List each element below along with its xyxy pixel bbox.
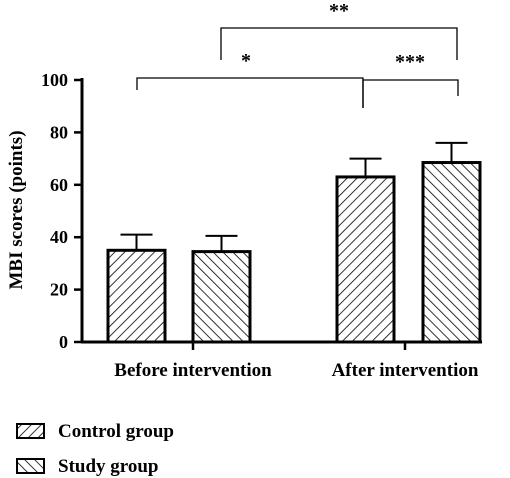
y-axis-title: MBI scores (points) — [6, 130, 27, 289]
legend-item-study: Study group — [16, 456, 159, 477]
bar-control-after — [335, 175, 396, 344]
legend-label-control: Control group — [58, 421, 174, 442]
sig-label-double-star: ** — [329, 0, 349, 22]
bars — [106, 161, 482, 344]
y-tick-label: 40 — [50, 227, 68, 247]
category-label-after: After intervention — [332, 360, 479, 381]
legend: Control group Study group — [16, 421, 174, 477]
error-bars — [120, 141, 468, 252]
y-tick-label: 20 — [50, 280, 68, 300]
bar-control-before — [106, 248, 167, 344]
bracket-single-star — [136, 77, 364, 108]
sig-label-triple-star: *** — [395, 51, 425, 73]
legend-swatch-control — [16, 423, 45, 439]
legend-swatch-study — [16, 458, 45, 474]
y-ticks: 0 20 40 60 80 100 — [41, 70, 82, 352]
y-tick-label: 0 — [59, 332, 68, 352]
bar-study-after — [421, 161, 482, 344]
legend-label-study: Study group — [58, 456, 159, 477]
bar-study-before — [191, 250, 252, 344]
bracket-double-star — [220, 27, 458, 60]
bracket-triple-star — [362, 79, 459, 108]
y-tick-label: 100 — [41, 70, 68, 90]
y-axis: 0 20 40 60 80 100 MBI scores (points) — [6, 70, 84, 352]
sig-label-single-star: * — [241, 50, 251, 72]
x-axis: Before intervention After intervention — [81, 340, 482, 381]
y-tick-label: 60 — [50, 175, 68, 195]
legend-item-control: Control group — [16, 421, 174, 442]
category-label-before: Before intervention — [114, 360, 272, 381]
significance-brackets: ** * *** — [136, 0, 459, 108]
y-tick-label: 80 — [50, 122, 68, 142]
